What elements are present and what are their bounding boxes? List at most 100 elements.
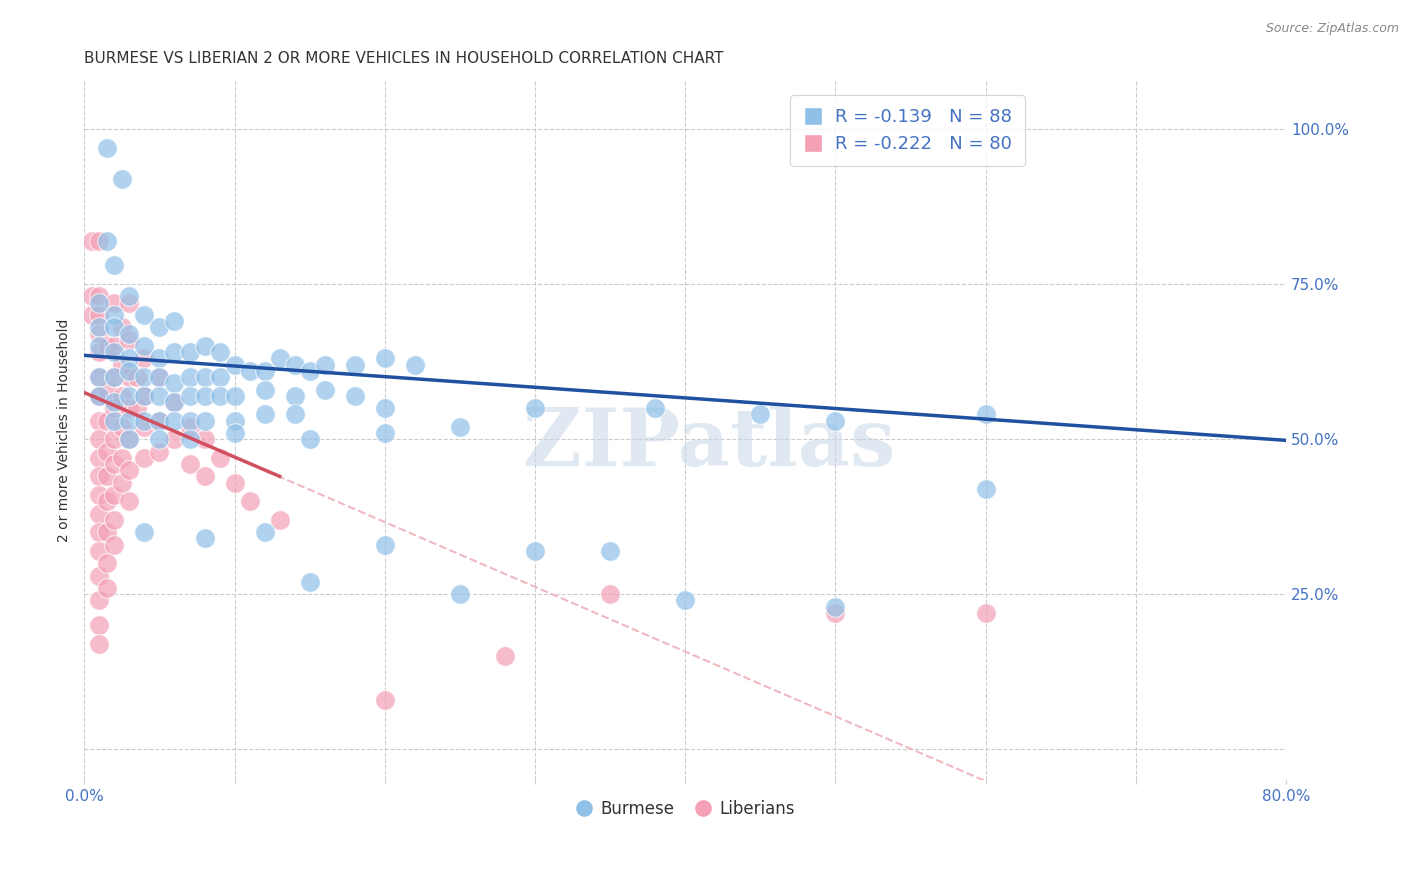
Point xyxy=(134,351,156,366)
Point xyxy=(224,358,246,372)
Point xyxy=(163,314,186,328)
Point xyxy=(89,370,111,384)
Point xyxy=(89,389,111,403)
Point xyxy=(193,413,215,427)
Point xyxy=(89,289,111,303)
Point xyxy=(494,649,516,664)
Point xyxy=(118,432,141,446)
Point xyxy=(193,389,215,403)
Point xyxy=(824,599,846,614)
Point xyxy=(974,407,997,421)
Point xyxy=(974,606,997,620)
Point xyxy=(208,450,231,465)
Point xyxy=(89,413,111,427)
Point xyxy=(80,289,103,303)
Point xyxy=(111,450,134,465)
Y-axis label: 2 or more Vehicles in Household: 2 or more Vehicles in Household xyxy=(58,318,72,541)
Point xyxy=(134,389,156,403)
Point xyxy=(193,469,215,483)
Point xyxy=(96,494,118,508)
Point xyxy=(179,345,201,359)
Point xyxy=(89,389,111,403)
Point xyxy=(148,370,170,384)
Point xyxy=(103,538,125,552)
Point xyxy=(103,308,125,322)
Point xyxy=(239,364,262,378)
Point xyxy=(103,513,125,527)
Point xyxy=(208,370,231,384)
Point xyxy=(103,320,125,334)
Point xyxy=(974,482,997,496)
Point xyxy=(148,413,170,427)
Point xyxy=(298,574,321,589)
Point xyxy=(118,389,141,403)
Point xyxy=(111,171,134,186)
Point xyxy=(193,532,215,546)
Point xyxy=(118,401,141,416)
Point xyxy=(449,587,471,601)
Point xyxy=(80,308,103,322)
Point xyxy=(163,345,186,359)
Point xyxy=(111,389,134,403)
Point xyxy=(96,339,118,353)
Point xyxy=(89,618,111,632)
Point xyxy=(824,606,846,620)
Point xyxy=(111,419,134,434)
Point xyxy=(179,457,201,471)
Point xyxy=(96,469,118,483)
Point xyxy=(111,358,134,372)
Point xyxy=(89,543,111,558)
Point xyxy=(253,383,276,397)
Point xyxy=(253,525,276,540)
Point xyxy=(284,407,307,421)
Point xyxy=(89,450,111,465)
Point xyxy=(179,370,201,384)
Point xyxy=(179,432,201,446)
Point xyxy=(96,556,118,570)
Point xyxy=(599,543,621,558)
Point xyxy=(148,320,170,334)
Point xyxy=(284,358,307,372)
Point xyxy=(343,389,366,403)
Point xyxy=(224,475,246,490)
Point xyxy=(103,432,125,446)
Point xyxy=(343,358,366,372)
Point xyxy=(89,469,111,483)
Point xyxy=(96,140,118,154)
Point xyxy=(96,525,118,540)
Point xyxy=(148,432,170,446)
Point xyxy=(103,395,125,409)
Point xyxy=(103,345,125,359)
Point xyxy=(134,419,156,434)
Point xyxy=(96,444,118,458)
Point xyxy=(89,345,111,359)
Point xyxy=(89,637,111,651)
Point xyxy=(179,419,201,434)
Point xyxy=(103,413,125,427)
Point xyxy=(224,425,246,440)
Point xyxy=(118,326,141,341)
Point xyxy=(103,457,125,471)
Point xyxy=(118,413,141,427)
Point xyxy=(163,413,186,427)
Point xyxy=(118,494,141,508)
Text: ZIPatlas: ZIPatlas xyxy=(523,405,896,483)
Point xyxy=(118,364,141,378)
Text: Source: ZipAtlas.com: Source: ZipAtlas.com xyxy=(1265,22,1399,36)
Point xyxy=(89,507,111,521)
Point xyxy=(89,593,111,607)
Point xyxy=(179,389,201,403)
Point xyxy=(89,339,111,353)
Point xyxy=(89,568,111,582)
Point xyxy=(148,370,170,384)
Point xyxy=(239,494,262,508)
Point xyxy=(148,413,170,427)
Point xyxy=(89,488,111,502)
Point xyxy=(118,463,141,477)
Point xyxy=(118,351,141,366)
Point xyxy=(103,370,125,384)
Point xyxy=(208,389,231,403)
Point xyxy=(118,295,141,310)
Point xyxy=(314,358,336,372)
Point xyxy=(148,351,170,366)
